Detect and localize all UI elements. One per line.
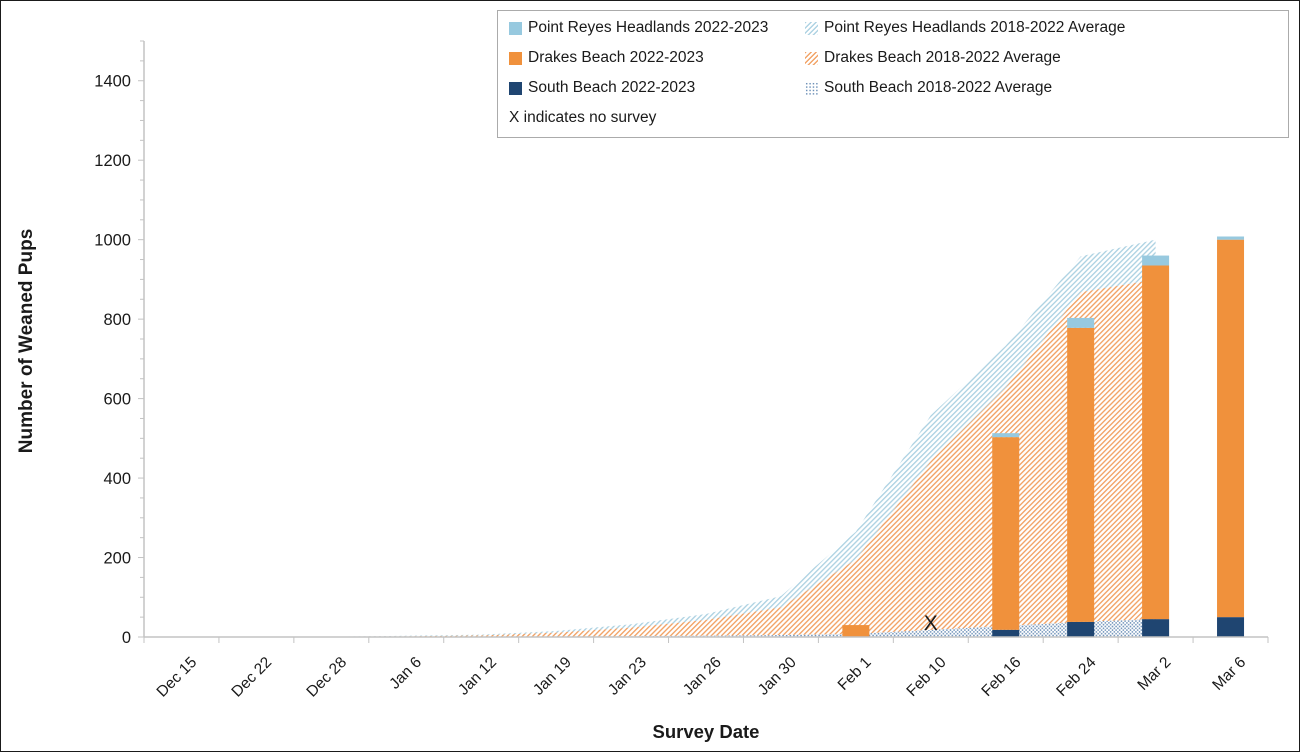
legend-item-south-2022-2023: South Beach 2022-2023 — [509, 79, 805, 97]
legend-item-south-average: South Beach 2018-2022 Average — [805, 79, 1282, 97]
bar-segment-drakes-beach-2022-2023 — [842, 625, 870, 637]
y-axis-label: 1200 — [94, 152, 131, 170]
legend-item-drakes-2022-2023: Drakes Beach 2022-2023 — [509, 49, 805, 67]
x-axis-label: Mar 2 — [1134, 654, 1174, 694]
bar-segment-point-reyes-headlands-2022-2023 — [992, 433, 1020, 438]
prh-hatch-swatch-icon — [805, 21, 818, 35]
x-axis-label: Jan 26 — [680, 654, 725, 699]
legend-item-drakes-average: Drakes Beach 2018-2022 Average — [805, 49, 1282, 67]
y-axis-label: 200 — [103, 550, 131, 568]
y-axis-title: Number of Weaned Pups — [16, 229, 37, 454]
bar-segment-south-beach-2022-2023 — [1217, 617, 1245, 637]
bar-segment-point-reyes-headlands-2022-2023 — [1217, 236, 1245, 240]
x-axis-label: Dec 22 — [228, 654, 275, 701]
legend-label: Drakes Beach 2018-2022 Average — [824, 49, 1061, 66]
bar-segment-point-reyes-headlands-2022-2023 — [1067, 317, 1095, 328]
legend-label: Point Reyes Headlands 2022-2023 — [528, 19, 769, 36]
area-drakes-beach-2018-2022-average — [181, 279, 1156, 637]
no-survey-note: X indicates no survey — [509, 109, 657, 126]
x-axis-label: Feb 16 — [978, 654, 1024, 700]
legend: Point Reyes Headlands 2022-2023 Point Re… — [497, 10, 1289, 138]
x-axis-label: Feb 24 — [1053, 654, 1099, 700]
bar-segment-point-reyes-headlands-2022-2023 — [1142, 255, 1170, 266]
y-axis-label: 600 — [103, 391, 131, 409]
y-axis-label: 400 — [103, 470, 131, 488]
drakes-hatch-swatch-icon — [805, 51, 818, 65]
x-axis-label: Dec 28 — [303, 654, 350, 701]
bar-segment-south-beach-2022-2023 — [1142, 619, 1170, 637]
x-axis-label: Jan 19 — [530, 654, 575, 699]
legend-note-no-survey: X indicates no survey — [509, 109, 805, 127]
legend-label: Drakes Beach 2022-2023 — [528, 49, 704, 66]
drakes-solid-swatch-icon — [509, 51, 522, 65]
x-axis-label: Jan 30 — [755, 654, 800, 699]
south-solid-swatch-icon — [509, 81, 522, 95]
x-axis-label: Jan 23 — [605, 654, 650, 699]
bar-segment-drakes-beach-2022-2023 — [1142, 265, 1170, 620]
y-axis-label: 1000 — [94, 232, 131, 250]
legend-label: South Beach 2018-2022 Average — [824, 79, 1053, 96]
bar-segment-drakes-beach-2022-2023 — [1067, 327, 1095, 622]
legend-label: Point Reyes Headlands 2018-2022 Average — [824, 19, 1126, 36]
y-axis-label: 1400 — [94, 73, 131, 91]
bar-segment-drakes-beach-2022-2023 — [992, 437, 1020, 630]
legend-item-prh-average: Point Reyes Headlands 2018-2022 Average — [805, 19, 1282, 37]
x-axis-label: Dec 15 — [154, 654, 201, 701]
y-axis-label: 0 — [122, 629, 131, 647]
south-dots-swatch-icon — [805, 81, 818, 95]
x-axis-label: Mar 6 — [1209, 654, 1249, 694]
legend-label: South Beach 2022-2023 — [528, 79, 696, 96]
prh-solid-swatch-icon — [509, 21, 522, 35]
x-axis-label: Jan 12 — [455, 654, 500, 699]
x-axis-label: Feb 1 — [835, 654, 875, 694]
legend-item-prh-2022-2023: Point Reyes Headlands 2022-2023 — [509, 19, 805, 37]
y-axis-label: 800 — [103, 311, 131, 329]
x-axis-label: Jan 6 — [386, 654, 425, 693]
x-axis-label: Feb 10 — [903, 654, 949, 700]
bar-segment-south-beach-2022-2023 — [1067, 621, 1095, 637]
area-south-beach-2018-2022-average — [181, 619, 1156, 637]
no-survey-marker: X — [924, 612, 938, 635]
bar-segment-drakes-beach-2022-2023 — [1217, 239, 1245, 618]
bar-segment-south-beach-2022-2023 — [992, 629, 1020, 637]
x-axis-title: Survey Date — [653, 721, 760, 742]
